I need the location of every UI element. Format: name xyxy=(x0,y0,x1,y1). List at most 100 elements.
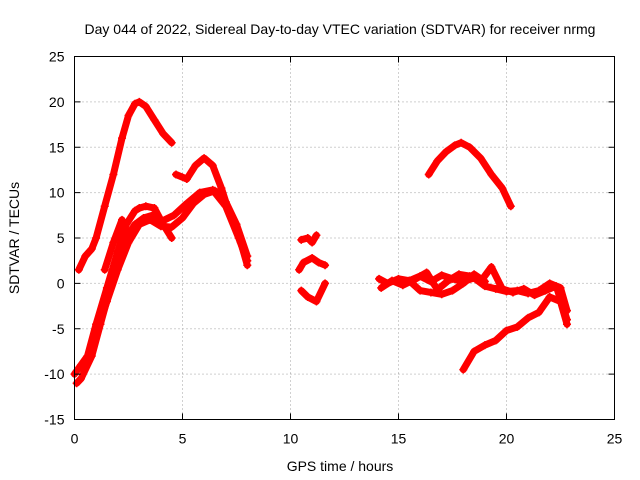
data-point xyxy=(303,234,312,242)
data-point xyxy=(437,271,446,280)
data-point xyxy=(113,265,122,274)
data-point xyxy=(375,274,384,283)
data-point xyxy=(303,292,312,301)
data-point xyxy=(321,261,330,270)
data-point xyxy=(450,141,459,150)
data-point xyxy=(422,268,431,277)
data-point xyxy=(377,283,386,292)
series-arc-9 xyxy=(297,279,330,306)
data-point xyxy=(118,134,127,143)
data-point xyxy=(87,244,96,253)
series-arc-14 xyxy=(424,138,515,211)
data-point xyxy=(480,341,489,350)
series-arc-6 xyxy=(172,154,252,270)
data-point xyxy=(426,288,435,297)
data-point xyxy=(130,206,139,215)
data-point xyxy=(562,320,571,329)
data-point xyxy=(102,297,111,306)
data-point xyxy=(444,276,453,285)
x-tick-label: 15 xyxy=(391,431,407,447)
data-point xyxy=(459,279,468,288)
data-point xyxy=(416,286,425,295)
data-point xyxy=(498,184,507,193)
series-arc-8 xyxy=(295,253,330,274)
data-point xyxy=(124,111,133,120)
y-tick-label: -15 xyxy=(44,412,64,428)
data-point xyxy=(424,170,433,179)
x-tick-label: 10 xyxy=(283,431,299,447)
x-tick-label: 5 xyxy=(179,431,187,447)
axis-layer: 0 5 10 15 20 25 -15 -10 -5 0 5 10 15 20 25 xyxy=(44,49,622,447)
y-tick-label: 20 xyxy=(49,94,65,110)
data-point xyxy=(169,211,178,220)
data-point xyxy=(100,202,109,211)
data-point xyxy=(81,361,90,370)
data-point xyxy=(487,263,496,272)
data-point xyxy=(100,265,109,274)
data-point xyxy=(556,297,565,306)
grid-layer xyxy=(74,56,615,420)
data-point xyxy=(519,284,528,293)
data-point xyxy=(541,286,550,295)
data-point xyxy=(470,270,479,279)
series-arc-3 xyxy=(81,186,252,370)
data-point xyxy=(433,156,442,165)
x-axis-label: GPS time / hours xyxy=(287,458,394,474)
data-point xyxy=(109,170,118,179)
data-point xyxy=(236,238,245,247)
x-tick-label: 20 xyxy=(499,431,515,447)
data-point xyxy=(92,329,101,338)
data-point xyxy=(167,223,176,232)
series-line xyxy=(297,231,320,246)
series-line xyxy=(297,279,329,305)
data-point xyxy=(308,238,317,247)
data-point xyxy=(506,202,515,211)
data-point xyxy=(476,154,485,163)
data-point xyxy=(398,281,407,290)
data-point xyxy=(297,286,306,295)
x-tick-label: 25 xyxy=(607,431,623,447)
data-point xyxy=(200,154,209,163)
data-point xyxy=(487,170,496,179)
series-arc-12 xyxy=(405,270,489,299)
data-point xyxy=(545,292,554,301)
data-point xyxy=(178,214,187,223)
data-point xyxy=(135,204,144,213)
data-point xyxy=(109,238,118,247)
y-tick-label: 5 xyxy=(57,230,65,246)
data-point xyxy=(150,204,159,213)
series-line xyxy=(425,139,515,210)
data-point xyxy=(243,261,252,270)
data-point xyxy=(321,279,330,288)
data-point xyxy=(513,322,522,331)
data-point xyxy=(135,97,144,106)
data-point xyxy=(498,284,507,293)
data-point xyxy=(491,336,500,345)
data-point xyxy=(118,215,127,224)
data-point xyxy=(454,270,463,279)
data-point xyxy=(74,265,83,274)
data-point xyxy=(226,211,235,220)
data-point xyxy=(465,143,474,152)
data-point xyxy=(448,286,457,295)
data-point xyxy=(459,365,468,374)
data-point xyxy=(405,276,414,285)
data-point xyxy=(470,347,479,356)
data-point xyxy=(308,253,317,262)
data-point xyxy=(130,99,139,108)
data-point xyxy=(210,186,219,195)
y-tick-label: 0 xyxy=(57,275,65,291)
data-point xyxy=(156,222,165,231)
data-point xyxy=(217,184,226,193)
x-tick-label: 0 xyxy=(71,431,79,447)
data-point xyxy=(81,252,90,261)
series-line xyxy=(81,187,251,369)
data-point xyxy=(146,215,155,224)
data-point xyxy=(208,161,217,170)
data-point xyxy=(530,291,539,300)
data-point xyxy=(124,238,133,247)
data-point xyxy=(150,116,159,125)
series-arc-5 xyxy=(100,215,127,274)
